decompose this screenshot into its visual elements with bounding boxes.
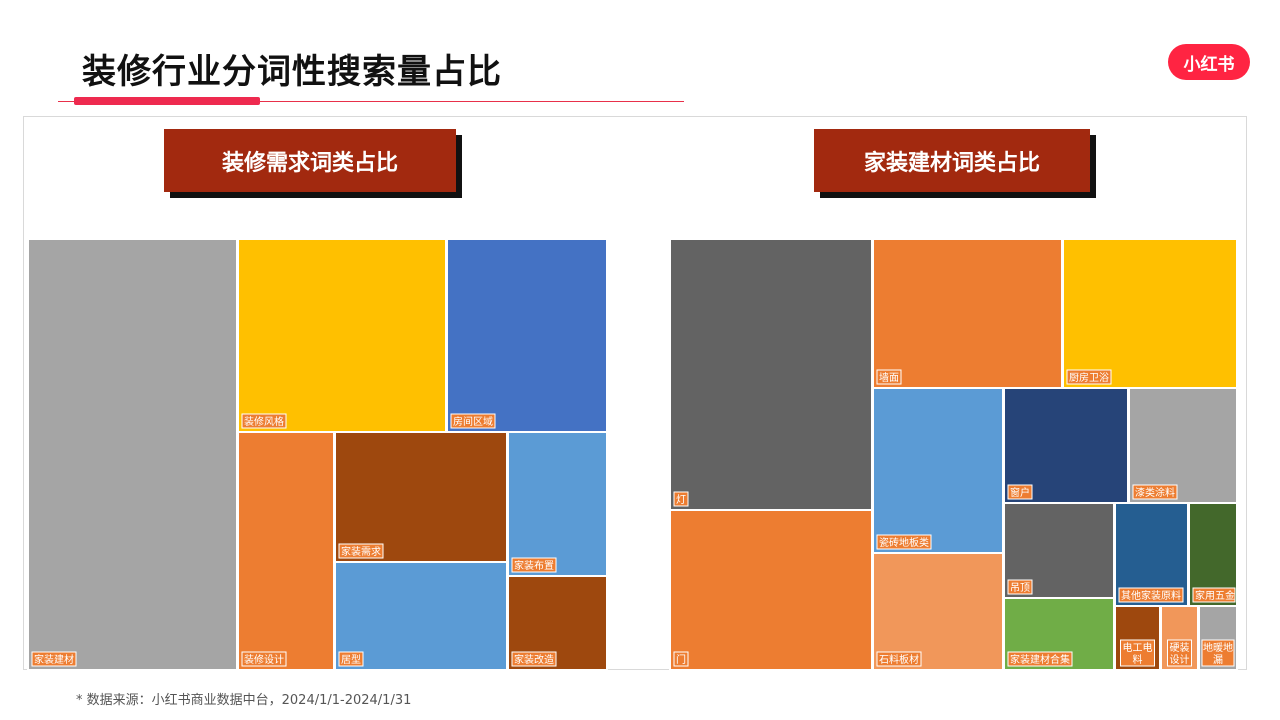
tile-label-bg <box>31 651 77 667</box>
tile-label: 漏 <box>1213 654 1223 666</box>
tile-label-bg <box>450 413 496 429</box>
tile-label: 家装布置 <box>514 559 554 572</box>
tile-label-bg <box>673 651 689 667</box>
treemap-tile <box>446 238 608 433</box>
treemap-cell: 其他家装原料 <box>1114 502 1189 607</box>
treemap-tile <box>507 431 608 577</box>
tile-label-bg <box>1120 639 1155 667</box>
treemap-tile <box>334 561 508 671</box>
treemap-cell: 瓷砖地板类 <box>872 387 1004 554</box>
treemap-cell: 家装改造 <box>507 575 608 671</box>
tile-label-bg <box>1132 484 1178 500</box>
tile-label: 窗户 <box>1010 486 1030 499</box>
treemap-tile <box>872 238 1063 389</box>
tile-label-bg <box>1007 579 1033 595</box>
tile-label: 厨房卫浴 <box>1069 371 1109 384</box>
tile-label: 家装建材合集 <box>1010 653 1070 666</box>
treemap-cell: 灯 <box>669 238 873 511</box>
tile-label-bg <box>1192 587 1236 603</box>
tile-label-bg <box>1167 639 1192 667</box>
treemap-cell: 家装建材 <box>27 238 238 671</box>
treemap-cell: 门 <box>669 509 873 671</box>
tile-label: 吊顶 <box>1010 582 1030 594</box>
treemap-tile <box>872 387 1004 554</box>
tile-label: 灯 <box>676 494 686 506</box>
treemap-tile <box>1128 387 1238 504</box>
treemap-tile <box>27 238 238 671</box>
tile-label: 设计 <box>1170 653 1190 666</box>
tile-label: 电工电 <box>1123 641 1153 654</box>
tile-label: 家装改造 <box>514 653 554 666</box>
treemap-cell: 石料板材 <box>872 552 1004 671</box>
tile-label-bg <box>1118 587 1184 603</box>
tile-label-bg <box>511 557 557 573</box>
treemap-cell: 房间区域 <box>446 238 608 433</box>
title-underline <box>58 101 684 102</box>
treemap-cell: 窗户 <box>1003 387 1129 504</box>
banner-face: 装修需求词类占比 <box>164 129 456 192</box>
banner-face: 家装建材词类占比 <box>814 129 1090 192</box>
treemap-cell: 厨房卫浴 <box>1062 238 1238 389</box>
treemap-cell: 装修风格 <box>237 238 447 433</box>
tile-label: 门 <box>676 653 686 666</box>
treemap-tile <box>872 552 1004 671</box>
treemap-cell: 居型 <box>334 561 508 671</box>
treemap-cell: 家装布置 <box>507 431 608 577</box>
treemap-cell: 装修设计 <box>237 431 335 671</box>
tile-label: 居型 <box>341 653 361 666</box>
title-accent-bar <box>74 97 260 105</box>
treemap-cell: 家装需求 <box>334 431 508 563</box>
tile-label-bg <box>1007 484 1033 500</box>
tile-label: 漆类涂料 <box>1135 486 1175 499</box>
treemap-cell: 家装建材合集 <box>1003 597 1115 671</box>
xiaohongshu-logo: 小红书 <box>1168 44 1250 80</box>
right-chart-title-banner: 家装建材词类占比 <box>814 129 1096 198</box>
tile-label: 硬装 <box>1170 641 1190 654</box>
tile-label: 家装需求 <box>341 545 381 558</box>
tile-label-bg <box>241 413 287 429</box>
tile-label-bg <box>338 651 364 667</box>
tile-label: 装修风格 <box>244 415 284 428</box>
tile-label: 墙面 <box>879 371 899 384</box>
tile-label-bg <box>876 369 902 385</box>
tile-label-bg <box>876 534 932 550</box>
treemap-cell: 吊顶 <box>1003 502 1115 599</box>
treemap-tile <box>1062 238 1238 389</box>
page-title: 装修行业分词性搜索量占比 <box>82 52 502 92</box>
tile-label: 房间区域 <box>453 415 493 428</box>
tile-label-bg <box>338 543 384 559</box>
tile-label: 地暖地 <box>1203 641 1233 654</box>
tile-label: 家用五金 <box>1195 589 1235 602</box>
treemap-tile <box>334 431 508 563</box>
data-source-note: * 数据来源：小红书商业数据中台，2024/1/1-2024/1/31 <box>76 693 412 708</box>
tile-label: 装修设计 <box>244 653 284 666</box>
tile-label-bg <box>673 491 689 507</box>
treemap-cell: 墙面 <box>872 238 1063 389</box>
tile-label: 石料板材 <box>879 653 919 666</box>
tile-label: 瓷砖地板类 <box>879 536 929 549</box>
treemap-tile <box>1003 387 1129 504</box>
tile-label-bg <box>1201 639 1235 667</box>
treemap-cell: 家用五金 <box>1188 502 1238 607</box>
tile-label-bg <box>1007 651 1073 667</box>
tile-label: 家装建材 <box>34 653 74 666</box>
right-chart-title: 家装建材词类占比 <box>863 150 1040 176</box>
left-chart-title: 装修需求词类占比 <box>221 150 398 176</box>
treemap-cell: 漆类涂料 <box>1128 387 1238 504</box>
treemap-tile <box>669 509 873 671</box>
tile-label: 其他家装原料 <box>1121 589 1181 602</box>
treemap-tile <box>669 238 873 511</box>
tile-label-bg <box>876 651 922 667</box>
left-chart-title-banner: 装修需求词类占比 <box>164 129 462 198</box>
treemap-tile <box>237 431 335 671</box>
tile-label-bg <box>1066 369 1112 385</box>
tile-label-bg <box>511 651 557 667</box>
tile-label-bg <box>241 651 287 667</box>
tile-label: 料 <box>1133 653 1143 666</box>
treemap-tile <box>237 238 447 433</box>
